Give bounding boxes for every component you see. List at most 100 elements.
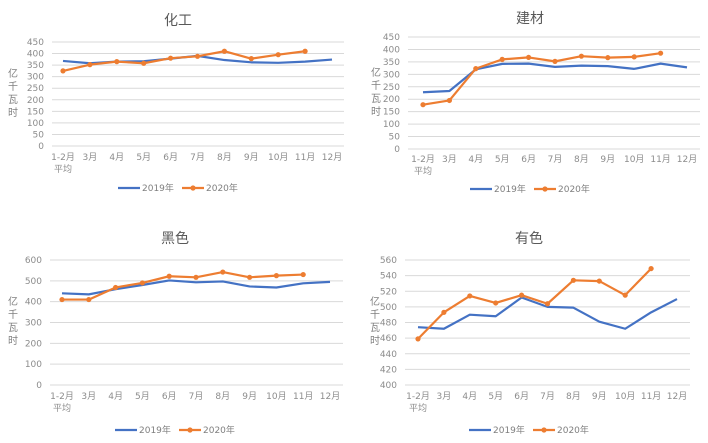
x-tick-label: 6月 bbox=[514, 391, 529, 402]
y-tick-label: 50 bbox=[389, 133, 401, 143]
x-tick-label: 平均 bbox=[409, 402, 427, 414]
data-point bbox=[247, 274, 253, 280]
data-point bbox=[578, 53, 585, 59]
y-tick-label: 540 bbox=[380, 272, 397, 282]
data-point bbox=[168, 55, 174, 61]
data-point bbox=[420, 102, 426, 108]
data-point bbox=[596, 278, 602, 284]
data-point bbox=[519, 292, 525, 298]
x-tick-label: 7月 bbox=[189, 391, 204, 402]
x-tick-label: 6月 bbox=[163, 152, 178, 163]
data-point bbox=[194, 53, 201, 59]
x-tick-label: 5月 bbox=[488, 391, 503, 402]
x-tick-label: 8月 bbox=[217, 152, 232, 163]
legend-entry: 2019年 bbox=[142, 182, 174, 194]
x-tick-label: 11月 bbox=[650, 154, 670, 165]
x-tick-label: 12月 bbox=[320, 391, 340, 402]
data-point bbox=[544, 301, 551, 307]
y-tick-label: 450 bbox=[383, 33, 400, 43]
x-tick-label: 5月 bbox=[495, 154, 510, 165]
x-tick-label: 4月 bbox=[109, 152, 124, 163]
y-tick-label: 150 bbox=[383, 108, 400, 118]
data-point bbox=[275, 52, 281, 58]
y-tick-label: 100 bbox=[27, 119, 44, 129]
x-tick-label: 12月 bbox=[677, 154, 697, 165]
x-tick-label: 6月 bbox=[162, 391, 177, 402]
data-point bbox=[139, 280, 145, 286]
chart-title: 建材 bbox=[516, 11, 544, 27]
series-line-2019年 bbox=[417, 296, 678, 330]
data-point bbox=[493, 300, 499, 306]
x-tick-label: 9月 bbox=[600, 154, 615, 165]
x-tick-label: 10月 bbox=[615, 391, 635, 402]
legend-entry: 2020年 bbox=[206, 182, 238, 194]
data-point bbox=[473, 66, 479, 72]
x-tick-label: 7月 bbox=[540, 391, 555, 402]
x-tick-label: 9月 bbox=[242, 391, 257, 402]
y-tick-label: 300 bbox=[383, 70, 400, 80]
data-point bbox=[220, 269, 226, 275]
x-tick-label: 7月 bbox=[190, 152, 205, 163]
x-tick-label: 10月 bbox=[266, 391, 286, 402]
chart-title: 黑色 bbox=[161, 230, 189, 247]
series-line-2019年 bbox=[61, 279, 331, 296]
y-tick-label: 520 bbox=[380, 287, 397, 297]
x-tick-label: 7月 bbox=[548, 154, 563, 165]
y-tick-label: 0 bbox=[38, 142, 44, 152]
x-tick-label: 3月 bbox=[83, 152, 98, 163]
data-point bbox=[658, 50, 664, 56]
x-tick-label: 8月 bbox=[574, 154, 589, 165]
data-point bbox=[415, 336, 421, 342]
x-tick-label: 3月 bbox=[442, 154, 457, 165]
x-tick-label: 9月 bbox=[244, 152, 259, 163]
legend-marker bbox=[190, 185, 196, 191]
y-tick-label: 400 bbox=[383, 45, 400, 55]
y-tick-label: 0 bbox=[36, 381, 42, 391]
y-axis-label: 亿千瓦时 bbox=[370, 297, 380, 347]
chart-title: 化工 bbox=[164, 13, 192, 29]
data-point bbox=[441, 309, 447, 315]
y-tick-label: 420 bbox=[380, 365, 397, 375]
x-tick-label: 9月 bbox=[592, 391, 607, 402]
y-axis-label: 亿千瓦时 bbox=[8, 297, 18, 347]
y-tick-label: 600 bbox=[25, 256, 42, 266]
y-tick-label: 350 bbox=[383, 58, 400, 68]
x-tick-label: 1-2月 bbox=[411, 154, 435, 165]
x-tick-label: 11月 bbox=[641, 391, 661, 402]
legend-entry: 2019年 bbox=[493, 424, 525, 436]
y-tick-label: 200 bbox=[27, 96, 44, 106]
data-point bbox=[193, 274, 199, 280]
legend-entry: 2020年 bbox=[558, 183, 590, 195]
legend-entry: 2019年 bbox=[494, 183, 526, 195]
y-tick-label: 200 bbox=[383, 95, 400, 105]
y-tick-label: 250 bbox=[383, 83, 400, 93]
legend-marker bbox=[542, 186, 548, 192]
data-point bbox=[570, 277, 577, 283]
data-point bbox=[499, 56, 505, 63]
y-tick-label: 100 bbox=[25, 360, 42, 370]
x-tick-label: 4月 bbox=[468, 154, 483, 165]
y-tick-label: 400 bbox=[380, 381, 397, 391]
y-tick-label: 100 bbox=[383, 120, 400, 130]
y-tick-label: 440 bbox=[380, 350, 397, 360]
y-tick-label: 300 bbox=[25, 319, 42, 329]
data-point bbox=[248, 56, 254, 62]
y-tick-label: 500 bbox=[25, 277, 42, 287]
data-point bbox=[59, 296, 65, 303]
data-point bbox=[60, 68, 66, 74]
data-point bbox=[552, 58, 558, 64]
data-point bbox=[166, 273, 172, 279]
data-point bbox=[114, 59, 120, 65]
x-tick-label: 1-2月 bbox=[50, 391, 74, 402]
series-line-2020年 bbox=[422, 52, 661, 106]
series-line-2020年 bbox=[417, 267, 652, 340]
data-point bbox=[648, 265, 654, 272]
y-tick-label: 200 bbox=[25, 339, 42, 349]
legend-entry: 2019年 bbox=[139, 424, 171, 436]
y-axis-label: 亿千瓦时 bbox=[371, 68, 381, 118]
y-tick-label: 560 bbox=[380, 256, 397, 266]
